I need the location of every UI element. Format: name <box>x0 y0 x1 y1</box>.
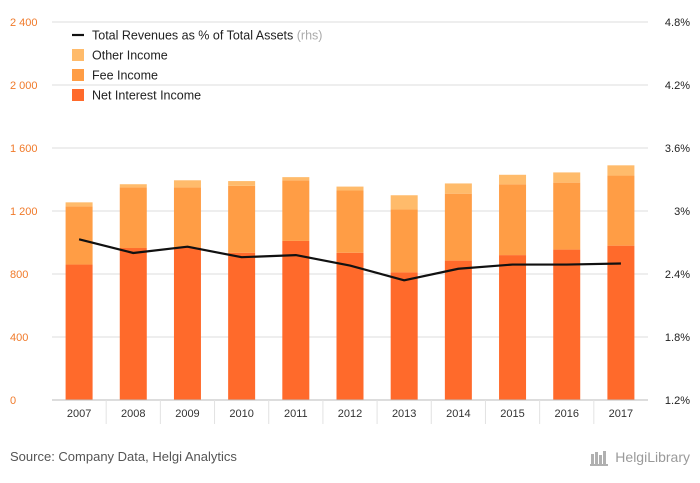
x-tick-label: 2015 <box>500 408 524 420</box>
x-tick-label: 2014 <box>446 408 470 420</box>
y-right-tick-label: 4.8% <box>665 17 690 29</box>
brand-name: HelgiLibrary <box>615 449 690 465</box>
bar-net-interest-income-2007 <box>65 264 93 400</box>
y-left-tick-label: 0 <box>10 395 16 407</box>
bar-net-interest-income-2016 <box>553 249 581 400</box>
bar-fee-income-2014 <box>444 193 472 261</box>
legend-item-net-interest-income: Net Interest Income <box>72 89 201 103</box>
bar-net-interest-income-2014 <box>444 260 472 400</box>
y-left-tick-label: 2 400 <box>10 17 38 29</box>
bar-net-interest-income-2015 <box>499 255 527 400</box>
x-tick-label: 2017 <box>609 408 633 420</box>
bar-other-income-2012 <box>336 186 364 191</box>
x-tick-label: 2008 <box>121 408 145 420</box>
y-right-tick-label: 2.4% <box>665 269 690 281</box>
bar-net-interest-income-2010 <box>228 252 256 400</box>
legend-label: Fee Income <box>92 69 158 83</box>
legend-swatch <box>72 49 84 61</box>
y-left-tick-label: 2 000 <box>10 80 38 92</box>
y-right-tick-label: 4.2% <box>665 80 690 92</box>
x-tick-label: 2009 <box>175 408 199 420</box>
y-right-tick-label: 3.6% <box>665 143 690 155</box>
y-right-tick-label: 3% <box>674 206 690 218</box>
y-left-tick-label: 1 600 <box>10 143 38 155</box>
bar-net-interest-income-2017 <box>607 245 635 400</box>
bar-other-income-2015 <box>499 174 527 185</box>
y-left-tick-label: 1 200 <box>10 206 38 218</box>
legend-label: Net Interest Income <box>92 89 201 103</box>
bar-other-income-2008 <box>119 184 147 188</box>
legend-label: Total Revenues as % of Total Assets (rhs… <box>92 29 322 43</box>
bars <box>65 165 635 400</box>
legend: Total Revenues as % of Total Assets (rhs… <box>72 29 322 103</box>
x-tick-label: 2011 <box>284 408 308 420</box>
revenue-ratio-line <box>78 238 621 282</box>
x-tick-label: 2012 <box>338 408 362 420</box>
bar-other-income-2009 <box>173 180 201 188</box>
bar-fee-income-2007 <box>65 206 93 265</box>
y-left-tick-label: 400 <box>10 332 28 344</box>
legend-swatch <box>72 69 84 81</box>
bar-other-income-2017 <box>607 165 635 176</box>
bar-fee-income-2009 <box>173 187 201 248</box>
bar-net-interest-income-2012 <box>336 252 364 400</box>
y-right-tick-label: 1.2% <box>665 395 690 407</box>
x-tick-label: 2016 <box>554 408 578 420</box>
legend-label: Other Income <box>92 49 168 63</box>
legend-item-other-income: Other Income <box>72 49 168 63</box>
bar-fee-income-2008 <box>119 187 147 249</box>
bar-other-income-2013 <box>390 195 418 210</box>
y-right-tick-label: 1.8% <box>665 332 690 344</box>
bar-net-interest-income-2013 <box>390 272 418 400</box>
x-tick-label: 2007 <box>67 408 91 420</box>
legend-swatch <box>72 89 84 101</box>
y-left-tick-label: 800 <box>10 269 28 281</box>
bar-fee-income-2013 <box>390 209 418 273</box>
legend-item-fee-income: Fee Income <box>72 69 158 83</box>
bar-other-income-2011 <box>282 177 310 181</box>
bar-fee-income-2017 <box>607 175 635 246</box>
bar-fee-income-2010 <box>228 185 256 253</box>
brand-logo: HelgiLibrary <box>590 448 690 466</box>
bar-fee-income-2011 <box>282 180 310 241</box>
library-icon <box>590 451 609 466</box>
bar-other-income-2007 <box>65 202 93 207</box>
bar-net-interest-income-2011 <box>282 240 310 400</box>
bar-other-income-2016 <box>553 172 581 183</box>
bar-fee-income-2015 <box>499 184 527 256</box>
bar-net-interest-income-2008 <box>119 248 147 400</box>
bar-fee-income-2016 <box>553 182 581 250</box>
axes: 0 400 800 1 200 1 600 2 000 2 400 1.2% 1.8% 2.4% 3… <box>10 17 690 424</box>
legend-item-revenue-ratio: Total Revenues as % of Total Assets (rhs… <box>72 29 322 43</box>
bar-other-income-2010 <box>228 181 256 186</box>
x-tick-label: 2010 <box>229 408 253 420</box>
x-tick-label: 2013 <box>392 408 416 420</box>
bar-other-income-2014 <box>444 183 472 194</box>
bar-net-interest-income-2009 <box>173 247 201 400</box>
bar-fee-income-2012 <box>336 190 364 253</box>
line-series <box>78 238 621 282</box>
legend-rhs-tag: (rhs) <box>297 29 323 43</box>
source-note: Source: Company Data, Helgi Analytics <box>10 449 237 464</box>
